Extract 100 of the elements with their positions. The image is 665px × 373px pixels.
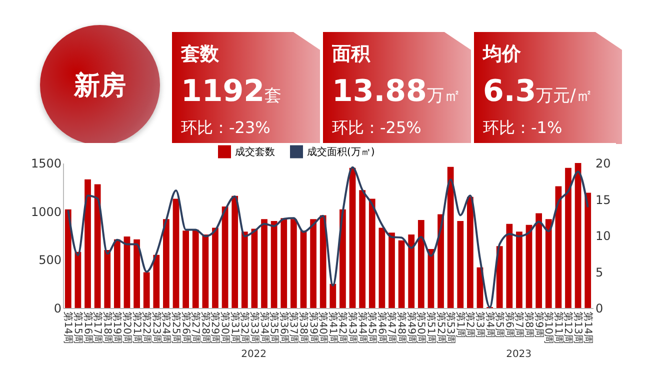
- x-tick-label: 第16周: [82, 312, 94, 344]
- bar: [84, 179, 91, 308]
- bar: [212, 228, 218, 308]
- y2-tick-label: 15: [596, 192, 611, 207]
- x-tick-label: 第27周: [190, 312, 202, 344]
- x-tick-label: 第28周: [199, 312, 212, 344]
- bar: [584, 192, 592, 308]
- x-tick-label: 第7周: [513, 312, 526, 338]
- bar: [232, 196, 238, 308]
- x-tick-label: 第32周: [238, 312, 251, 344]
- x-tick-label: 第39周: [307, 312, 320, 344]
- bar: [457, 221, 464, 308]
- bar: [64, 209, 72, 308]
- x-tick-label: 第38周: [297, 312, 310, 344]
- y2-tick-label: 5: [596, 265, 604, 280]
- x-tick-label: 第18周: [101, 312, 114, 344]
- x-tick-label: 第49周: [405, 312, 418, 344]
- y-tick-label: 1500: [30, 156, 62, 170]
- bar: [300, 230, 307, 308]
- x-tick-label: 第41周: [326, 312, 339, 344]
- x-tick-label: 第13周: [572, 312, 584, 344]
- x-tick-label: 第26周: [180, 312, 192, 344]
- line-series: [67, 166, 589, 308]
- bar: [310, 219, 316, 308]
- circle-badge: 新房: [40, 25, 160, 145]
- bar: [172, 198, 180, 308]
- x-tick-label: 第50周: [415, 312, 428, 344]
- bar: [222, 206, 228, 308]
- bar: [368, 198, 376, 308]
- x-tick-label: 第12周: [562, 312, 574, 344]
- x-tick-label: 第11周: [552, 312, 564, 344]
- legend-label: 成交套数: [235, 146, 275, 158]
- bar: [192, 230, 199, 308]
- bar: [555, 186, 562, 308]
- x-tick-label: 第14周: [582, 312, 594, 344]
- bar: [398, 240, 405, 308]
- legend-label: 成交面积(万㎡): [307, 146, 375, 158]
- bar: [574, 163, 582, 308]
- bar: [408, 234, 415, 308]
- bar: [496, 246, 503, 308]
- bar: [280, 218, 288, 308]
- x-tick-label: 第36周: [278, 312, 290, 344]
- bar: [114, 239, 120, 308]
- x-tick-label: 第53周: [444, 312, 457, 344]
- y-tick-label: 500: [38, 253, 62, 268]
- x-tick-label: 第45周: [366, 312, 378, 344]
- bar: [320, 215, 326, 308]
- bar: [349, 168, 356, 308]
- x-tick-label: 第47周: [386, 312, 398, 344]
- bar: [506, 224, 513, 308]
- bar: [340, 209, 346, 308]
- bar: [290, 219, 297, 308]
- x-tick-label: 第21周: [130, 312, 143, 344]
- bar: [104, 250, 111, 308]
- bar: [330, 284, 336, 308]
- y2-tick-label: 10: [596, 229, 611, 243]
- x-tick-label: 第22周: [140, 312, 153, 344]
- x-tick-label: 第46周: [376, 312, 388, 344]
- x-tick-label: 第20周: [120, 312, 133, 344]
- x-tick-label: 第2周: [464, 312, 476, 338]
- x-tick-label: 第19周: [111, 312, 124, 344]
- bar: [251, 228, 258, 308]
- bar: [202, 234, 209, 308]
- x-tick-label: 第30周: [219, 312, 232, 344]
- x-tick-label: 第23周: [150, 312, 162, 344]
- x-tick-label: 第44周: [356, 312, 368, 344]
- x-tick-label: 第8周: [523, 312, 536, 338]
- card-panel: 套数 1192套 环比：-23%: [172, 32, 320, 144]
- bar: [447, 166, 454, 308]
- bar: [536, 213, 542, 308]
- bar: [124, 236, 130, 308]
- bar: [418, 220, 424, 308]
- x-tick-label: 第1周: [454, 312, 466, 338]
- x-tick-label: 第48周: [396, 312, 408, 344]
- x-tick-label: 第5周: [494, 312, 506, 338]
- bar: [182, 230, 190, 308]
- x-tick-label: 第25周: [170, 312, 182, 344]
- bar: [270, 221, 278, 308]
- bar: [143, 272, 150, 308]
- x-tick-label: 第9周: [532, 312, 545, 338]
- bar: [134, 239, 140, 308]
- y2-tick-label: 20: [596, 156, 611, 170]
- card-panel: 面积 13.88万㎡ 环比：-25%: [323, 32, 471, 144]
- x-tick-label: 第15周: [72, 312, 84, 344]
- x-tick-label: 第24周: [160, 312, 172, 344]
- x-tick-label: 第42周: [336, 312, 349, 344]
- y2-tick-label: 0: [596, 302, 604, 316]
- bar: [241, 232, 248, 308]
- bar: [545, 219, 552, 308]
- bar: [153, 254, 160, 308]
- y-tick-label: 1000: [30, 204, 62, 219]
- bar: [378, 228, 386, 308]
- x-tick-label: 第40周: [317, 312, 330, 344]
- x-tick-label: 第14周: [62, 312, 74, 344]
- x-tick-label: 第4周: [484, 312, 496, 338]
- x-tick-label: 第35周: [268, 312, 280, 344]
- text: 2023: [506, 349, 532, 360]
- card-panel: 均价 6.3万元/㎡ 环比：-1%: [474, 32, 622, 144]
- x-tick-label: 第6周: [503, 312, 516, 338]
- bar: [526, 224, 532, 308]
